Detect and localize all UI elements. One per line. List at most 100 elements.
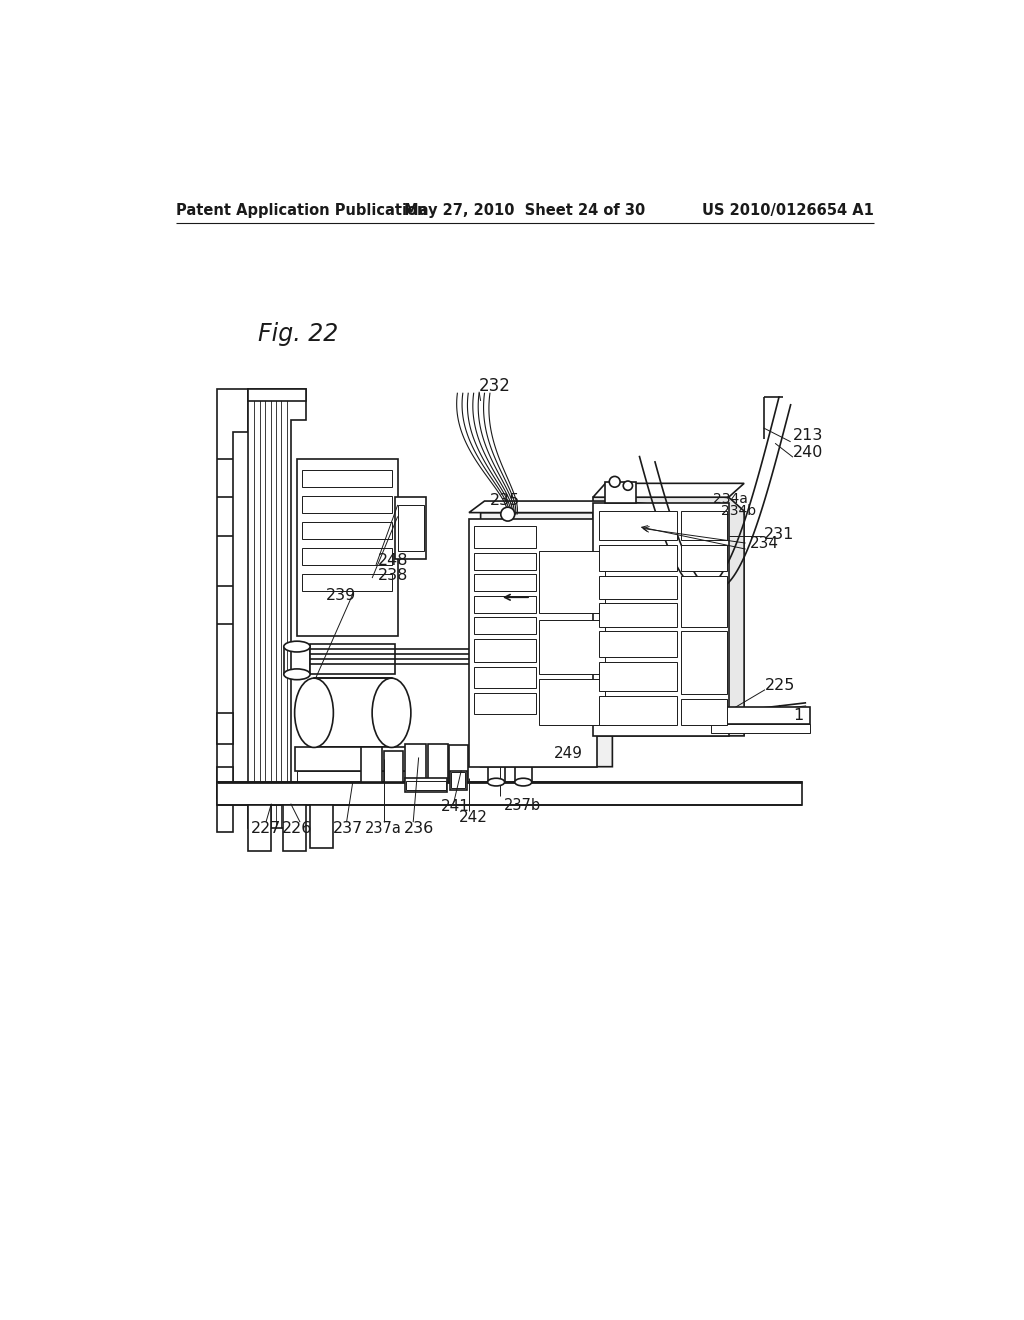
Bar	[599, 663, 677, 692]
Text: 241: 241	[440, 799, 469, 814]
Text: Fig. 22: Fig. 22	[258, 322, 339, 346]
Bar	[539, 678, 604, 725]
Bar	[302, 521, 391, 539]
Bar	[404, 779, 447, 792]
Bar	[474, 553, 537, 570]
Bar	[599, 696, 677, 725]
Text: May 27, 2010  Sheet 24 of 30: May 27, 2010 Sheet 24 of 30	[404, 203, 645, 218]
Text: 227: 227	[251, 821, 282, 836]
Bar	[539, 620, 604, 675]
Text: 234a: 234a	[713, 492, 748, 506]
Bar	[428, 743, 449, 781]
Text: 237a: 237a	[366, 821, 402, 836]
Bar	[539, 552, 604, 612]
Polygon shape	[217, 713, 232, 743]
Bar	[314, 678, 391, 747]
Text: 234: 234	[751, 536, 779, 550]
Bar	[487, 747, 505, 781]
Bar	[248, 389, 306, 401]
Bar	[449, 744, 468, 781]
Bar	[474, 667, 537, 688]
Bar	[681, 631, 727, 694]
Polygon shape	[469, 502, 612, 512]
Polygon shape	[593, 483, 744, 498]
Text: 231: 231	[764, 527, 794, 541]
Circle shape	[609, 477, 621, 487]
Bar	[474, 639, 537, 663]
Bar	[604, 482, 636, 503]
Text: 240: 240	[793, 445, 823, 461]
Bar	[681, 545, 727, 572]
Ellipse shape	[284, 669, 310, 680]
Bar	[474, 595, 537, 612]
Polygon shape	[593, 498, 744, 737]
Polygon shape	[480, 512, 612, 767]
Bar	[248, 805, 271, 851]
Ellipse shape	[295, 678, 334, 747]
Bar	[450, 771, 467, 789]
Bar	[469, 519, 597, 767]
Text: 1: 1	[793, 709, 803, 723]
Text: 234b: 234b	[721, 504, 756, 517]
Bar	[384, 751, 403, 781]
Ellipse shape	[487, 743, 505, 751]
Bar	[297, 771, 409, 785]
Bar	[515, 744, 531, 781]
Bar	[360, 747, 382, 781]
Ellipse shape	[284, 642, 310, 652]
Bar	[302, 470, 391, 487]
Circle shape	[624, 480, 633, 490]
Polygon shape	[217, 767, 232, 797]
Text: 237: 237	[333, 821, 364, 836]
Bar	[474, 693, 537, 714]
Bar	[302, 548, 391, 565]
Bar	[310, 805, 334, 847]
Text: 213: 213	[793, 428, 823, 444]
Bar	[474, 574, 537, 591]
Text: 232: 232	[478, 376, 510, 395]
Text: US 2010/0126654 A1: US 2010/0126654 A1	[701, 203, 873, 218]
Text: 239: 239	[326, 589, 356, 603]
Ellipse shape	[372, 678, 411, 747]
Text: 248: 248	[378, 553, 408, 568]
Bar	[297, 459, 397, 636]
Bar	[474, 618, 537, 635]
Bar	[681, 511, 727, 540]
Bar	[404, 743, 426, 781]
Bar	[681, 576, 727, 627]
Bar	[599, 631, 677, 657]
Bar	[711, 723, 810, 733]
Ellipse shape	[487, 779, 505, 785]
Polygon shape	[248, 389, 306, 829]
Text: 237b: 237b	[504, 797, 541, 813]
Bar	[599, 545, 677, 572]
Text: 242: 242	[459, 810, 487, 825]
Bar	[711, 706, 810, 723]
Bar	[407, 780, 445, 789]
Bar	[295, 747, 411, 771]
Bar	[452, 772, 465, 788]
Text: 249: 249	[554, 746, 584, 762]
Text: 226: 226	[282, 821, 312, 836]
Bar	[395, 498, 426, 558]
Bar	[599, 603, 677, 627]
Bar	[599, 576, 677, 599]
Text: 225: 225	[765, 677, 796, 693]
Bar	[302, 496, 391, 512]
Ellipse shape	[515, 742, 531, 748]
Circle shape	[501, 507, 515, 521]
Bar	[310, 644, 395, 675]
Ellipse shape	[515, 779, 531, 785]
Polygon shape	[217, 389, 248, 832]
Bar	[283, 805, 306, 851]
Bar	[474, 527, 537, 548]
Text: 236: 236	[403, 821, 434, 836]
Text: 235: 235	[489, 492, 520, 508]
Text: Patent Application Publication: Patent Application Publication	[176, 203, 428, 218]
Bar	[593, 503, 729, 737]
Polygon shape	[217, 781, 802, 805]
Bar	[599, 511, 677, 540]
Bar	[302, 574, 391, 591]
Bar	[397, 506, 424, 552]
Bar	[681, 700, 727, 725]
